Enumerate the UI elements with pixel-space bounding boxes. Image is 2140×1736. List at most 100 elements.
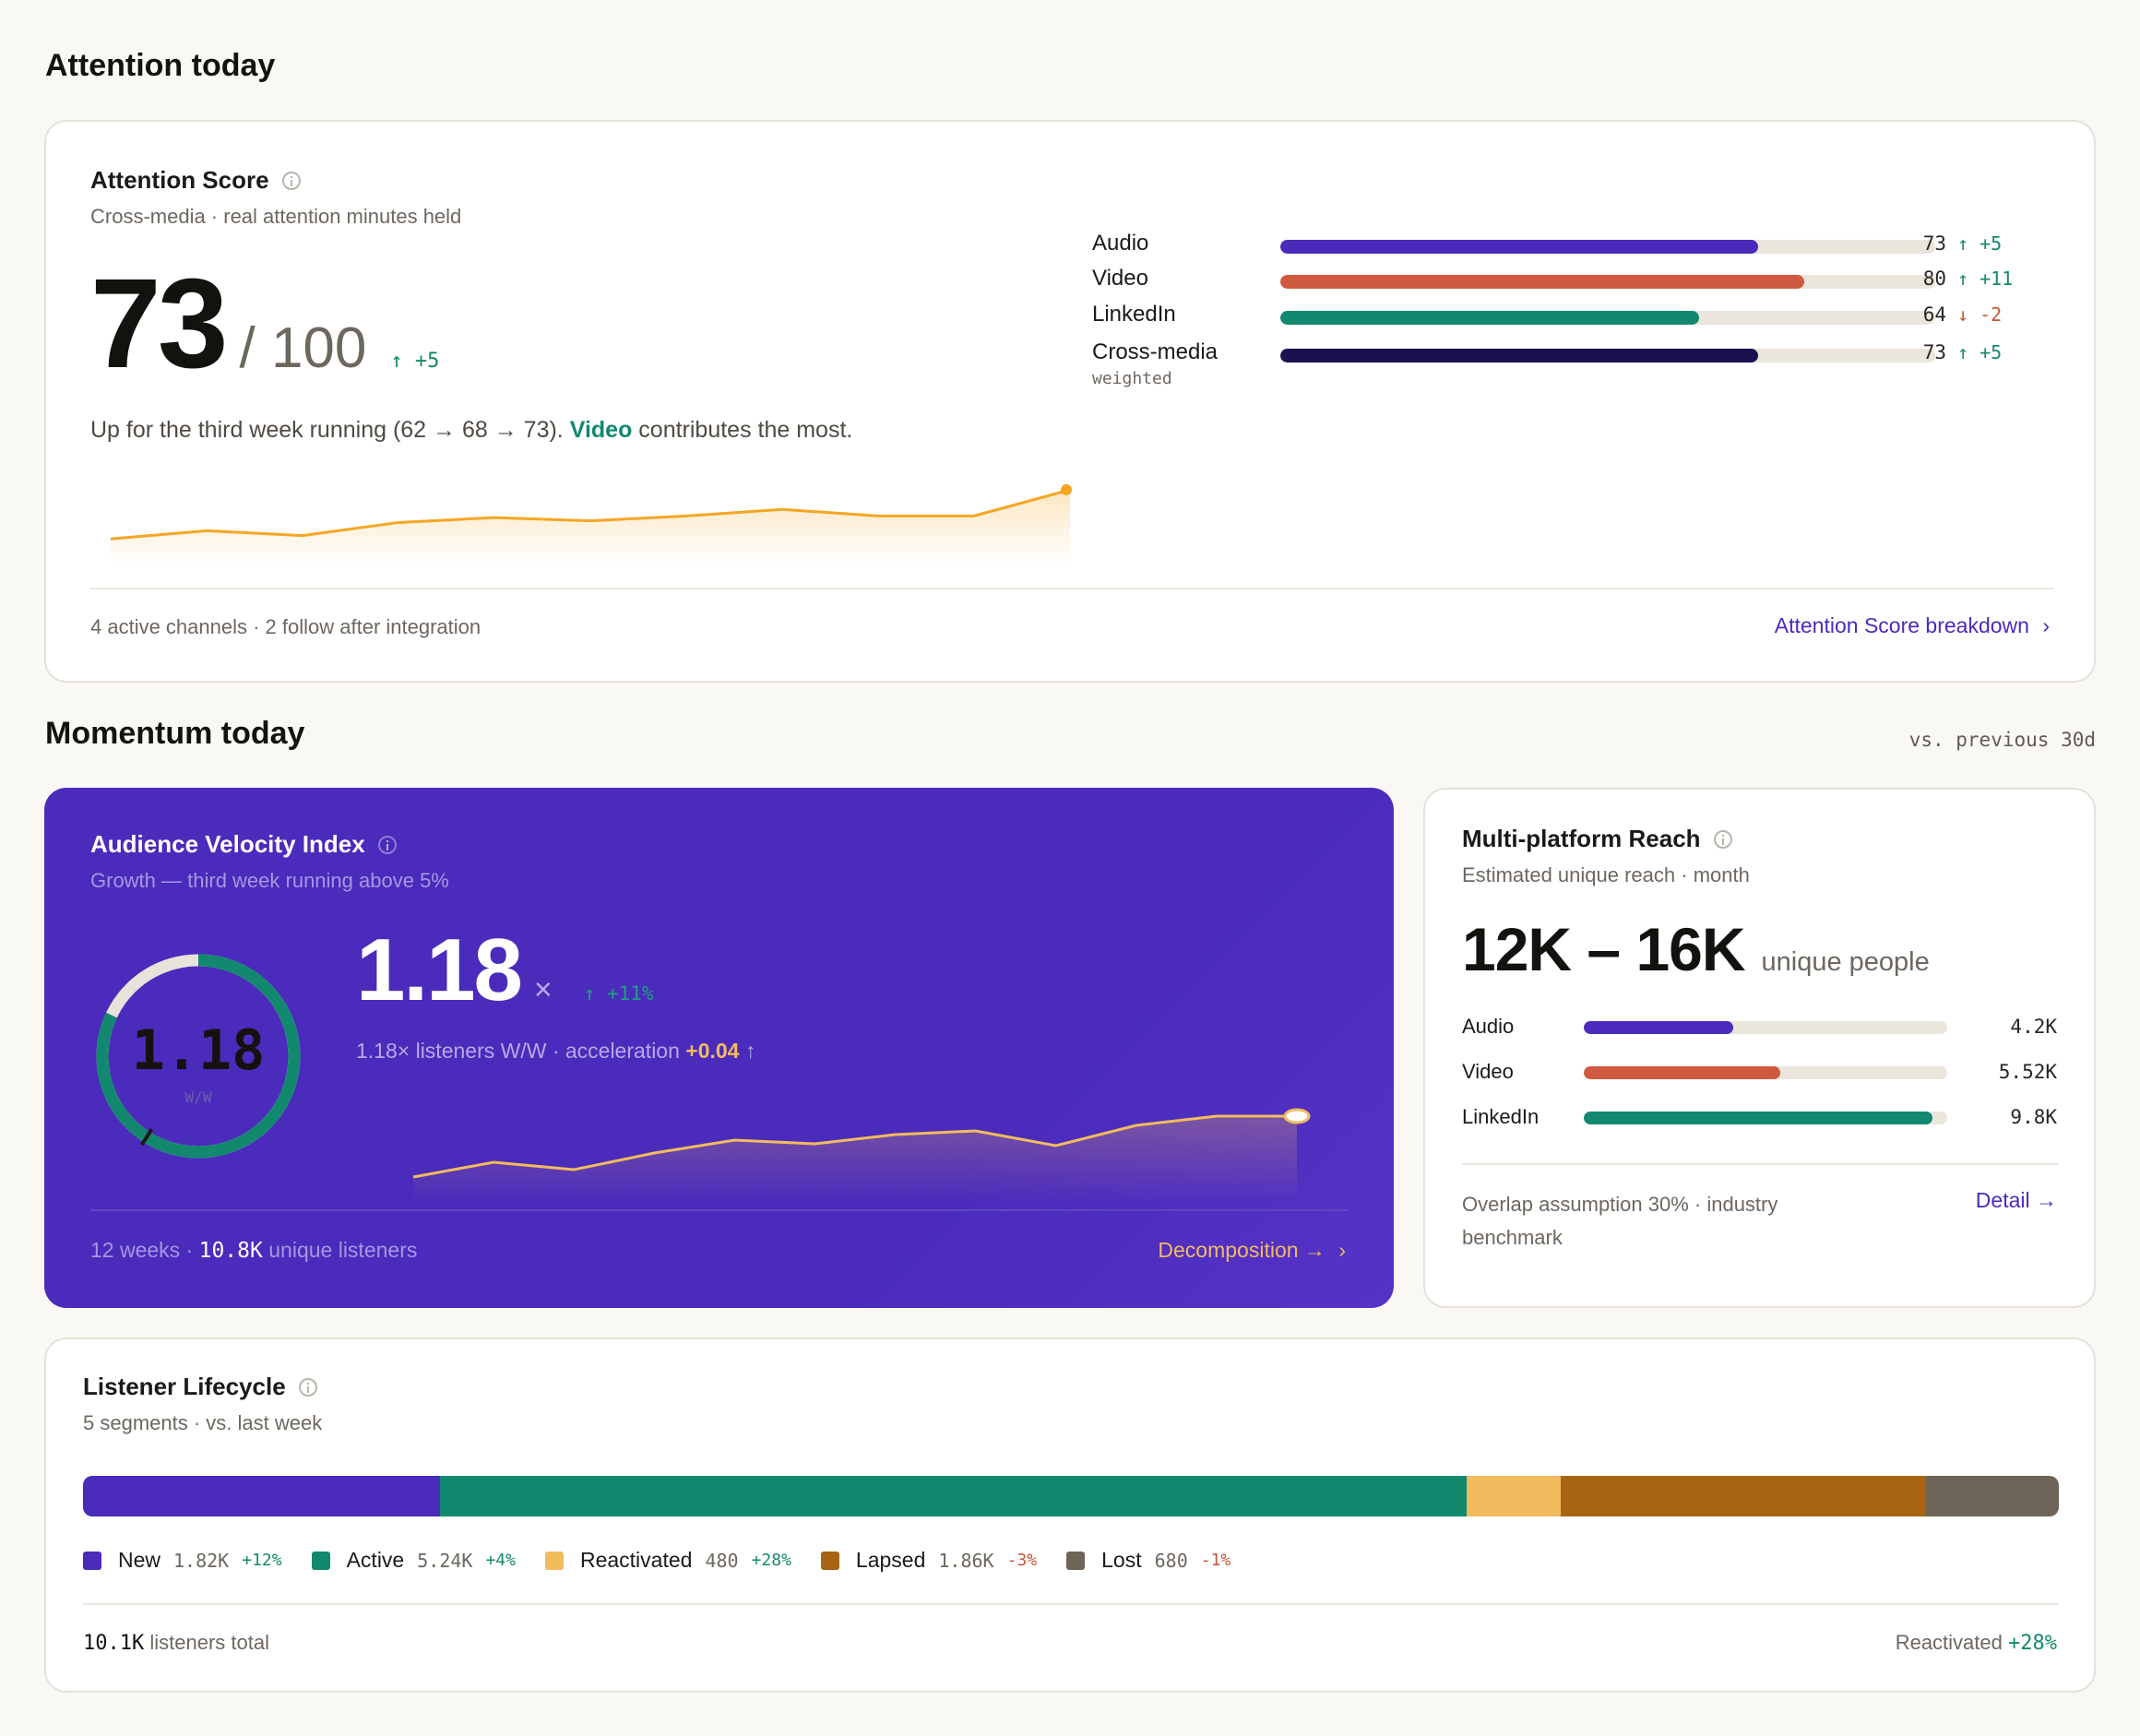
- legend-item: Reactivated 480 +28%: [544, 1548, 791, 1573]
- sparkline-endpoint: [1283, 1108, 1311, 1124]
- channel-delta: ↑ +11: [1957, 268, 2014, 290]
- platform-value: 5.52K: [1998, 1061, 2057, 1083]
- channel-bar-fill: [1280, 311, 1700, 325]
- chevron-right-icon: ›: [1338, 1238, 1346, 1262]
- sparkline-line: [412, 1114, 1297, 1179]
- channel-value: 64: [1922, 303, 1946, 326]
- velocity-title: Audience Velocity Index: [90, 830, 365, 858]
- decomposition-link[interactable]: Decomposition → ›: [1158, 1238, 1346, 1262]
- lifecycle-reactivated-summary: Reactivated +28%: [1895, 1631, 2057, 1655]
- channel-label: LinkedIn: [1092, 302, 1176, 327]
- section-title-momentum: Momentum today: [45, 716, 305, 751]
- platform-value: 4.2K: [2010, 1016, 2057, 1038]
- velocity-footer: 12 weeks · 10.8K unique listeners: [90, 1238, 418, 1263]
- lifecycle-segment-new: [83, 1476, 440, 1516]
- lifecycle-subtitle: 5 segments · vs. last week: [83, 1411, 323, 1434]
- info-icon[interactable]: [281, 171, 301, 190]
- legend-item: Lapsed 1.86K -3%: [820, 1548, 1038, 1573]
- gauge-value: 1.18: [132, 1018, 266, 1083]
- velocity-delta: ↑ +11%: [583, 982, 654, 1005]
- channel-label: Audio: [1092, 231, 1149, 256]
- channel-sublabel: weighted: [1092, 369, 1172, 388]
- legend-item: New 1.82K +12%: [83, 1548, 282, 1573]
- sparkline-endpoint: [1061, 483, 1072, 495]
- divider: [1462, 1163, 2059, 1165]
- channel-bar-fill: [1280, 240, 1759, 254]
- reach-footer: Overlap assumption 30% · industry benchm…: [1462, 1193, 1778, 1249]
- gauge-unit: W/W: [185, 1088, 212, 1106]
- channel-label: Video: [1092, 266, 1148, 291]
- platform-bar-fill: [1584, 1066, 1780, 1079]
- legend-delta: -1%: [1200, 1551, 1231, 1570]
- channel-bar-track: [1280, 349, 1935, 363]
- platform-bar-track: [1584, 1112, 1947, 1124]
- channel-delta: ↑ +5: [1957, 341, 2003, 363]
- legend-label: Lost: [1101, 1548, 1142, 1572]
- comparison-period-note: vs. previous 30d: [1908, 729, 2096, 751]
- attention-score-card: Attention Score Cross-media · real atten…: [44, 120, 2096, 683]
- legend-delta: -3%: [1006, 1551, 1038, 1570]
- lifecycle-legend: New 1.82K +12% Active 5.24K +4% Reactivated 480…: [83, 1548, 1230, 1573]
- reach-title: Multi-platform Reach: [1462, 825, 1701, 852]
- legend-value: 680: [1154, 1549, 1188, 1572]
- score-block: 73 / 100 ↑ +5: [90, 260, 439, 387]
- legend-delta: +28%: [751, 1551, 791, 1570]
- velocity-description: 1.18× listeners W/W · acceleration +0.04…: [356, 1039, 756, 1063]
- legend-label: New: [118, 1548, 161, 1572]
- platform-label: Audio: [1462, 1015, 1515, 1038]
- legend-item: Lost 680 -1%: [1066, 1548, 1230, 1573]
- score-max: / 100: [239, 316, 367, 380]
- legend-value: 480: [705, 1549, 739, 1572]
- lifecycle-stacked-bar: [83, 1476, 2059, 1516]
- legend-swatch: [544, 1551, 564, 1570]
- legend-swatch: [1066, 1551, 1086, 1570]
- gauge-marker: [139, 1128, 154, 1147]
- legend-label: Reactivated: [579, 1548, 693, 1572]
- sparkline-area: [413, 1116, 1297, 1203]
- legend-swatch: [820, 1551, 839, 1570]
- legend-value: 1.86K: [938, 1549, 994, 1572]
- lifecycle-total: 10.1K listeners total: [83, 1631, 269, 1655]
- platform-bar-track: [1584, 1066, 1947, 1079]
- gauge-arc: [96, 954, 301, 1159]
- channel-bar-track: [1280, 311, 1935, 325]
- legend-swatch: [311, 1551, 330, 1570]
- channel-bar-fill: [1280, 275, 1804, 289]
- legend-value: 5.24K: [417, 1549, 473, 1572]
- legend-delta: +4%: [485, 1551, 516, 1570]
- reach-detail-link[interactable]: Detail →: [1975, 1188, 2057, 1212]
- platform-label: Video: [1462, 1060, 1514, 1083]
- attention-breakdown-link[interactable]: Attention Score breakdown ›: [1774, 613, 2050, 637]
- velocity-subtitle: Growth — third week running above 5%: [90, 869, 449, 892]
- info-icon[interactable]: [377, 835, 397, 854]
- channel-bar-track: [1280, 275, 1935, 289]
- info-icon[interactable]: [298, 1377, 317, 1397]
- attention-score-title: Attention Score: [90, 166, 269, 194]
- reach-subtitle: Estimated unique reach · month: [1462, 863, 1750, 886]
- platform-bar-fill: [1584, 1112, 1933, 1124]
- divider: [90, 588, 2053, 589]
- info-icon[interactable]: [1713, 829, 1732, 849]
- divider: [90, 1209, 1348, 1211]
- divider: [83, 1603, 2059, 1605]
- attention-trend-sparkline: [110, 483, 1072, 565]
- reach-range-block: 12K – 16K unique people: [1462, 919, 1930, 980]
- legend-label: Lapsed: [855, 1548, 926, 1572]
- chevron-right-icon: ›: [2042, 613, 2050, 637]
- velocity-trend-sparkline: [412, 1108, 1311, 1203]
- legend-value: 1.82K: [173, 1549, 230, 1572]
- legend-delta: +12%: [242, 1551, 282, 1570]
- channel-bar-fill: [1280, 349, 1759, 363]
- attention-summary: Up for the third week running (62 → 68 →…: [90, 417, 853, 443]
- attention-footer: 4 active channels · 2 follow after integ…: [90, 615, 482, 638]
- channel-bar-track: [1280, 240, 1935, 254]
- legend-label: Active: [346, 1548, 405, 1572]
- sparkline-area: [111, 489, 1070, 565]
- lifecycle-segment-lapsed: [1561, 1476, 1926, 1516]
- channel-label: Cross-media: [1092, 339, 1219, 364]
- platform-value: 9.8K: [2010, 1106, 2057, 1128]
- multi-platform-reach-card: Multi-platform Reach Estimated unique re…: [1423, 788, 2096, 1308]
- reach-unit: unique people: [1761, 947, 1930, 977]
- channel-delta: ↑ +5: [1957, 232, 2003, 255]
- lifecycle-title: Listener Lifecycle: [83, 1373, 286, 1400]
